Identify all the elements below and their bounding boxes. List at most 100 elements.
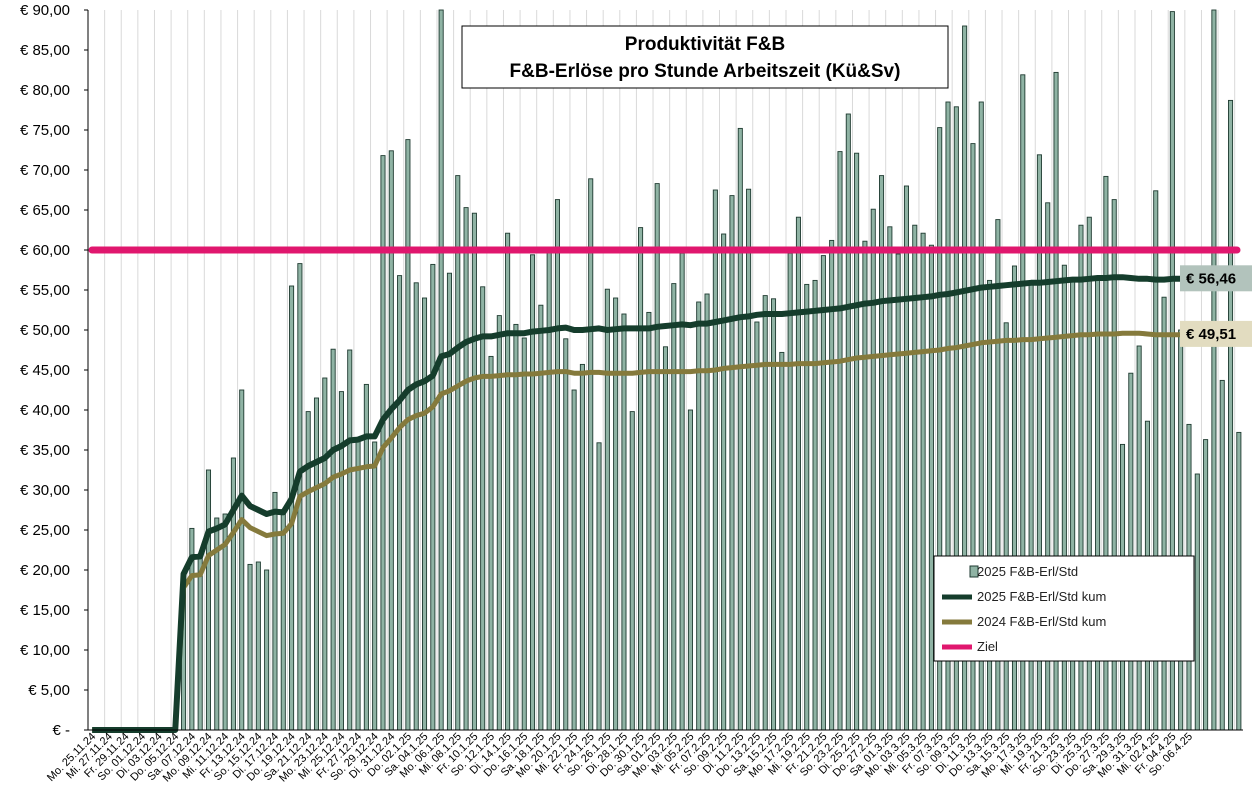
bar xyxy=(1211,9,1217,731)
legend-label-2024-kum: 2024 F&B-Erl/Std kum xyxy=(977,614,1106,629)
y-tick-label: € 5,00 xyxy=(28,682,70,699)
bar xyxy=(554,199,561,731)
bar xyxy=(247,563,253,731)
bar xyxy=(862,240,868,731)
bar xyxy=(704,293,710,731)
bar xyxy=(430,263,436,731)
bar xyxy=(829,239,835,731)
end-label-2025-box xyxy=(1180,265,1252,292)
bar xyxy=(521,337,527,731)
line-2025-kum xyxy=(92,274,1231,733)
bar xyxy=(920,232,926,731)
y-tick-label: € 45,00 xyxy=(20,362,70,379)
bar xyxy=(463,207,469,731)
y-tick-label: € 10,00 xyxy=(20,642,70,659)
y-tick-label: € 75,00 xyxy=(20,122,70,139)
bar xyxy=(854,152,860,731)
bar xyxy=(804,283,810,731)
bar xyxy=(488,355,494,731)
bar xyxy=(239,389,245,731)
bar xyxy=(746,188,752,731)
title-line-2: F&B-Erlöse pro Stunde Arbeitszeit (Kü&Sv… xyxy=(510,61,901,82)
bar xyxy=(230,457,236,731)
bar xyxy=(671,283,677,731)
bar xyxy=(563,338,569,731)
legend-label-bars: 2025 F&B-Erl/Std xyxy=(977,564,1078,579)
bar xyxy=(1095,278,1101,731)
y-tick-label: € 70,00 xyxy=(20,162,70,179)
y-tick-label: € 65,00 xyxy=(20,202,70,219)
bar xyxy=(546,251,552,731)
chart-title: Produktivität F&B F&B-Erlöse pro Stunde … xyxy=(461,25,949,89)
bar xyxy=(505,232,511,731)
bar xyxy=(712,189,718,731)
bar xyxy=(280,513,286,731)
y-tick-label: € 60,00 xyxy=(20,242,70,259)
bar xyxy=(255,561,261,731)
bar xyxy=(928,244,934,731)
line-2024-kum xyxy=(92,330,1231,733)
gridlines xyxy=(87,10,1236,730)
bar xyxy=(787,252,793,731)
y-tick-label: € 15,00 xyxy=(20,602,70,619)
bar xyxy=(621,313,627,731)
bar xyxy=(1236,431,1242,731)
bar xyxy=(837,151,843,731)
title-box xyxy=(461,25,949,89)
bar xyxy=(205,469,212,731)
y-tick-label: € 90,00 xyxy=(20,2,70,19)
bar xyxy=(1228,99,1234,731)
bar xyxy=(347,349,353,731)
bar xyxy=(397,275,403,731)
bar xyxy=(654,183,660,731)
bar xyxy=(480,286,486,731)
bar xyxy=(422,297,428,731)
bar xyxy=(596,442,602,731)
bar xyxy=(696,301,702,731)
bar xyxy=(372,441,378,731)
bar xyxy=(629,411,635,731)
bar xyxy=(721,233,727,731)
bar xyxy=(646,311,652,731)
bar xyxy=(313,397,320,731)
y-tick-label: € 30,00 xyxy=(20,482,70,499)
bar xyxy=(895,253,901,731)
bar xyxy=(571,389,577,731)
bar xyxy=(687,409,693,731)
y-tick-label: € 40,00 xyxy=(20,402,70,419)
bar xyxy=(1194,473,1200,731)
bar xyxy=(455,175,461,731)
bar xyxy=(1003,322,1009,731)
bar xyxy=(604,288,610,731)
y-tick-label: € 80,00 xyxy=(20,82,70,99)
bar xyxy=(513,323,519,731)
bar xyxy=(289,285,295,731)
bar xyxy=(879,175,885,731)
bar xyxy=(762,295,768,731)
y-tick-label: € 50,00 xyxy=(20,322,70,339)
bar xyxy=(870,208,876,731)
bar xyxy=(405,139,411,731)
bar xyxy=(737,127,743,731)
y-tick-label: € 85,00 xyxy=(20,42,70,59)
bar xyxy=(1178,329,1184,731)
bar xyxy=(754,321,760,731)
title-line-1: Produktivität F&B xyxy=(625,34,785,55)
y-axis-ticks: € - € 5,00 € 10,00 € 15,00 € 20,00 € 25,00 € 3… xyxy=(20,2,88,739)
bar xyxy=(471,212,477,731)
bar xyxy=(1128,372,1134,731)
bar xyxy=(1070,279,1076,731)
y-tick-label: € 55,00 xyxy=(20,282,70,299)
bar xyxy=(264,569,270,731)
bar xyxy=(197,553,203,731)
bar xyxy=(446,272,452,731)
bar xyxy=(530,254,536,731)
bar xyxy=(662,346,669,731)
bar xyxy=(330,348,336,731)
end-label-2024-box xyxy=(1180,320,1252,347)
end-label-2024: € 49,51 xyxy=(1180,320,1252,347)
end-label-2025: € 56,46 xyxy=(1180,265,1252,292)
bar xyxy=(1136,345,1142,731)
bar xyxy=(638,227,644,731)
bar xyxy=(1219,379,1225,731)
